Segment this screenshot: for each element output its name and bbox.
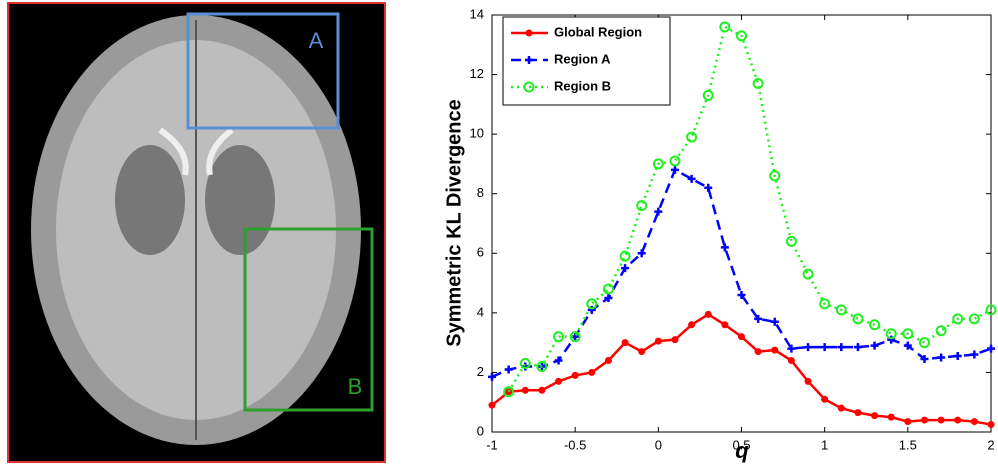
y-tick-label: 2 — [477, 364, 484, 379]
y-tick-label: 0 — [477, 423, 484, 438]
data-point — [854, 409, 861, 416]
data-point — [555, 378, 562, 385]
basal-ganglia — [115, 145, 185, 255]
data-point — [489, 402, 496, 409]
data-point — [755, 348, 762, 355]
y-tick-label: 6 — [477, 245, 484, 260]
y-tick-label: 12 — [470, 66, 484, 81]
legend-marker — [526, 30, 533, 37]
mri-image: A B — [8, 3, 385, 462]
legend-label: Region A — [554, 51, 611, 66]
x-tick-label: -1 — [486, 437, 498, 452]
data-point — [771, 347, 778, 354]
data-point — [505, 388, 512, 395]
y-axis-label: Symmetric KL Divergence — [443, 99, 465, 347]
data-point — [705, 311, 712, 318]
x-tick-label: 1.5 — [899, 437, 917, 452]
data-point — [738, 333, 745, 340]
y-tick-label: 8 — [477, 185, 484, 200]
x-tick-label: 2 — [987, 437, 994, 452]
y-tick-label: 10 — [470, 126, 484, 141]
x-tick-label: 1 — [821, 437, 828, 452]
data-point — [805, 378, 812, 385]
data-point — [538, 387, 545, 394]
legend-label: Global Region — [554, 24, 642, 39]
data-point — [522, 387, 529, 394]
data-point — [938, 417, 945, 424]
data-point — [971, 418, 978, 425]
data-point — [638, 348, 645, 355]
y-tick-label: 4 — [477, 304, 484, 319]
data-point — [954, 417, 961, 424]
data-point — [721, 321, 728, 328]
data-point — [572, 372, 579, 379]
legend-label: Region B — [554, 78, 611, 93]
data-point — [671, 336, 678, 343]
data-point — [788, 357, 795, 364]
data-point — [871, 412, 878, 419]
data-point — [888, 414, 895, 421]
x-tick-label: 0.5 — [732, 437, 750, 452]
data-point — [655, 338, 662, 345]
data-point — [904, 418, 911, 425]
data-point — [688, 321, 695, 328]
figure: A B Symmetric KL Divergence q 0246810121… — [0, 0, 998, 467]
basal-ganglia — [205, 145, 275, 255]
x-tick-label: -0.5 — [564, 437, 586, 452]
region-label: A — [309, 28, 324, 53]
chart: Symmetric KL Divergence q 02468101214-1-… — [443, 6, 995, 462]
data-point — [838, 405, 845, 412]
data-point — [821, 396, 828, 403]
data-point — [588, 369, 595, 376]
data-point — [622, 339, 629, 346]
x-tick-label: 0 — [655, 437, 662, 452]
data-point — [921, 417, 928, 424]
y-tick-label: 14 — [470, 6, 484, 21]
data-point — [988, 421, 995, 428]
data-point — [605, 357, 612, 364]
region-label: B — [348, 374, 363, 399]
